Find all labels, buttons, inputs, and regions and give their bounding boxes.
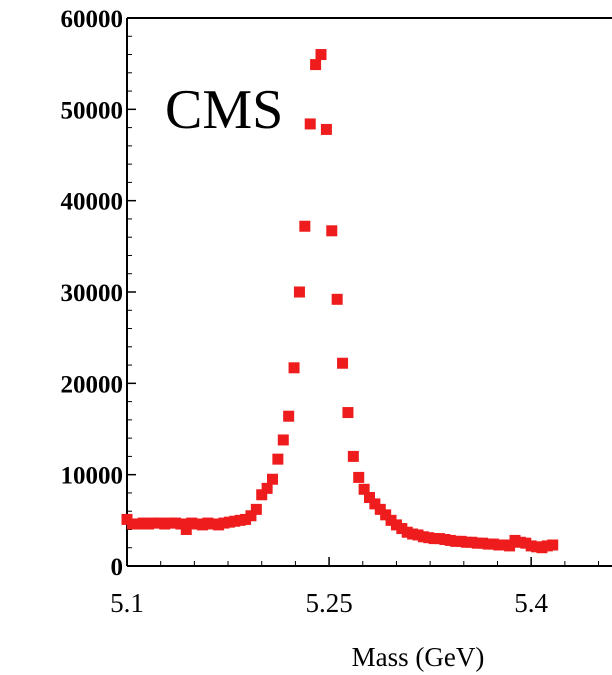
data-point xyxy=(315,49,327,61)
x-axis-title: Mass (GeV) xyxy=(352,642,485,672)
data-point xyxy=(288,362,300,374)
data-point xyxy=(283,410,295,422)
x-tick-label: 5.25 xyxy=(305,588,352,618)
data-point xyxy=(267,473,278,485)
cms-annotation: CMS xyxy=(165,79,283,141)
data-point xyxy=(353,471,365,483)
data-point xyxy=(326,225,338,237)
data-point xyxy=(261,482,273,494)
y-tick-label: 40000 xyxy=(61,189,124,216)
data-point xyxy=(299,220,311,232)
data-point xyxy=(342,407,354,419)
data-point xyxy=(293,286,305,298)
y-tick-label: 50000 xyxy=(61,97,124,124)
data-point xyxy=(245,510,257,522)
y-tick-label: 10000 xyxy=(61,463,124,490)
data-point xyxy=(331,293,343,305)
y-tick-label: 20000 xyxy=(61,371,124,398)
y-tick-label: 0 xyxy=(111,554,124,581)
y-tick-label: 60000 xyxy=(61,6,124,33)
data-point xyxy=(256,489,268,501)
data-point xyxy=(547,539,559,551)
y-axis: 0 10000 20000 30000 40000 50000 60000 xyxy=(61,6,136,581)
data-point xyxy=(358,483,370,495)
data-point xyxy=(304,118,316,130)
data-point xyxy=(320,123,332,135)
data-point xyxy=(337,357,349,369)
data-point xyxy=(250,503,262,515)
data-point xyxy=(272,453,284,465)
data-point xyxy=(180,523,192,535)
data-point xyxy=(364,492,375,503)
data-point xyxy=(277,434,289,446)
x-axis: 5.1 5.25 5.4 xyxy=(110,557,600,618)
data-point xyxy=(310,59,322,71)
y-tick-label: 30000 xyxy=(61,280,124,307)
x-tick-label: 5.1 xyxy=(110,588,144,618)
data-markers xyxy=(121,49,559,554)
data-point xyxy=(347,450,359,462)
x-tick-label: 5.4 xyxy=(514,588,548,618)
